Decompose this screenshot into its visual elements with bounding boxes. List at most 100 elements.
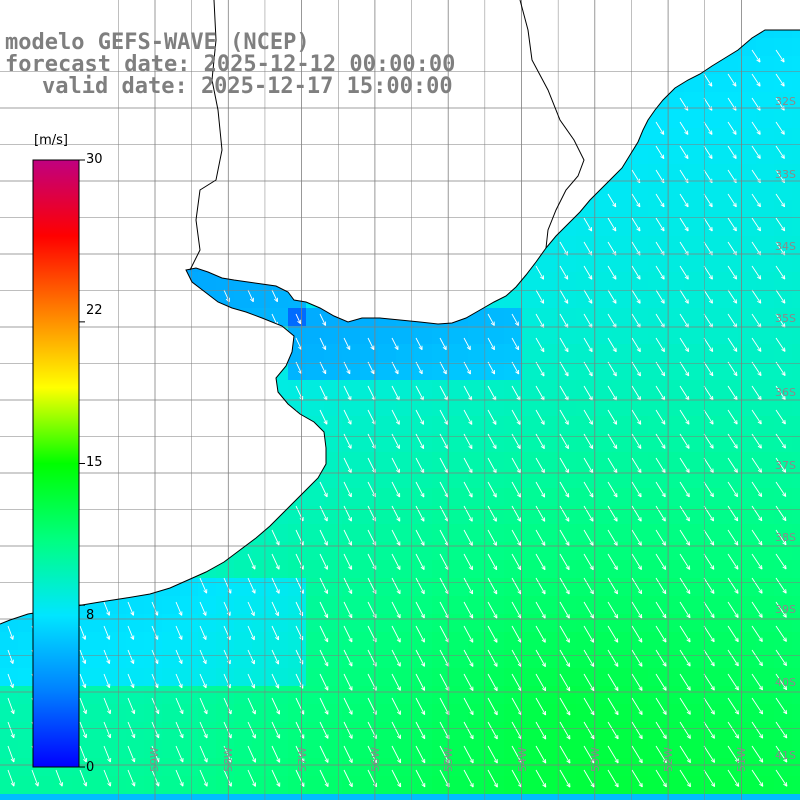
wind-arrow: [103, 625, 111, 640]
field-cell: [576, 398, 594, 416]
field-cell: [36, 776, 54, 794]
wind-arrow: [247, 673, 255, 689]
wind-arrow: [775, 769, 788, 787]
field-cell: [630, 506, 648, 524]
field-cell: [792, 380, 800, 398]
field-cell: [630, 686, 648, 704]
wind-arrow: [703, 361, 714, 377]
field-cell: [144, 704, 162, 722]
wind-arrow: [607, 673, 619, 692]
field-cell: [216, 722, 234, 740]
field-cell: [378, 434, 396, 452]
field-cell: [792, 614, 800, 632]
field-cell: [252, 722, 270, 740]
field-cell: [0, 704, 18, 722]
field-cell: [684, 92, 702, 110]
wind-arrow: [535, 625, 546, 643]
wind-arrow: [703, 721, 715, 739]
field-cell: [504, 722, 522, 740]
field-cell: [522, 362, 540, 380]
field-cell: [612, 758, 630, 776]
field-cell: [180, 650, 198, 668]
field-cell: [774, 92, 792, 110]
field-cell: [738, 560, 756, 578]
field-cell: [558, 272, 576, 290]
field-cell: [576, 434, 594, 452]
field-cell: [450, 596, 468, 614]
wind-arrow: [703, 337, 714, 352]
wind-arrow: [751, 193, 761, 208]
wind-arrow: [55, 769, 63, 787]
field-cell: [756, 56, 774, 74]
field-cell: [684, 308, 702, 326]
wind-arrow: [559, 745, 571, 764]
field-cell: [666, 182, 684, 200]
field-cell: [666, 668, 684, 686]
wind-arrow: [559, 481, 570, 498]
wind-arrow: [775, 601, 787, 618]
wind-arrow: [751, 121, 761, 135]
wind-arrow: [583, 649, 595, 667]
field-cell: [306, 488, 324, 506]
wind-arrow: [415, 601, 425, 619]
field-cell: [18, 614, 36, 632]
field-cell: [450, 344, 468, 362]
field-cell: [576, 758, 594, 776]
field-cell: [792, 398, 800, 416]
wind-arrow: [319, 697, 329, 715]
wind-arrow: [127, 721, 136, 739]
field-cell: [540, 776, 558, 794]
field-cell: [612, 488, 630, 506]
wind-arrow: [583, 361, 593, 377]
field-cell: [378, 542, 396, 560]
colorbar-tick-label: 8: [86, 608, 95, 623]
field-cell: [342, 542, 360, 560]
field-cell: [486, 614, 504, 632]
field-cell: [522, 560, 540, 578]
field-cell: [720, 74, 738, 92]
lat-label: 39S: [775, 603, 796, 616]
field-cell: [504, 524, 522, 542]
field-cell: [792, 650, 800, 668]
field-cell: [414, 668, 432, 686]
field-cell: [270, 524, 288, 542]
wind-arrow: [271, 769, 281, 787]
wind-arrow: [271, 553, 280, 570]
field-cell: [630, 740, 648, 758]
field-cell: [450, 362, 468, 380]
wind-arrow: [415, 745, 426, 764]
field-cell: [306, 686, 324, 704]
wind-arrow: [271, 697, 281, 715]
field-cell: [720, 596, 738, 614]
field-cell: [666, 614, 684, 632]
field-cell: [450, 326, 468, 344]
wind-arrow: [751, 49, 761, 63]
field-cell: [522, 452, 540, 470]
wind-arrow: [583, 721, 595, 740]
field-cell: [612, 650, 630, 668]
field-cell: [648, 488, 666, 506]
field-cell: [540, 380, 558, 398]
field-cell: [396, 542, 414, 560]
field-cell: [774, 236, 792, 254]
wind-arrow: [7, 769, 15, 787]
field-cell: [738, 92, 756, 110]
field-cell: [558, 452, 576, 470]
field-cell: [738, 344, 756, 362]
field-cell: [756, 416, 774, 434]
field-cell: [360, 722, 378, 740]
field-cell: [702, 416, 720, 434]
field-cell: [198, 740, 216, 758]
field-cell: [576, 686, 594, 704]
wind-arrow: [439, 361, 447, 375]
wind-arrow: [655, 553, 667, 570]
field-cell: [162, 740, 180, 758]
wind-arrow: [775, 337, 786, 352]
field-cell: [792, 272, 800, 290]
wind-arrow: [487, 313, 495, 326]
field-cell: [702, 182, 720, 200]
field-cell: [666, 632, 684, 650]
field-cell: [234, 704, 252, 722]
field-cell: [702, 758, 720, 776]
field-cell: [342, 524, 360, 542]
